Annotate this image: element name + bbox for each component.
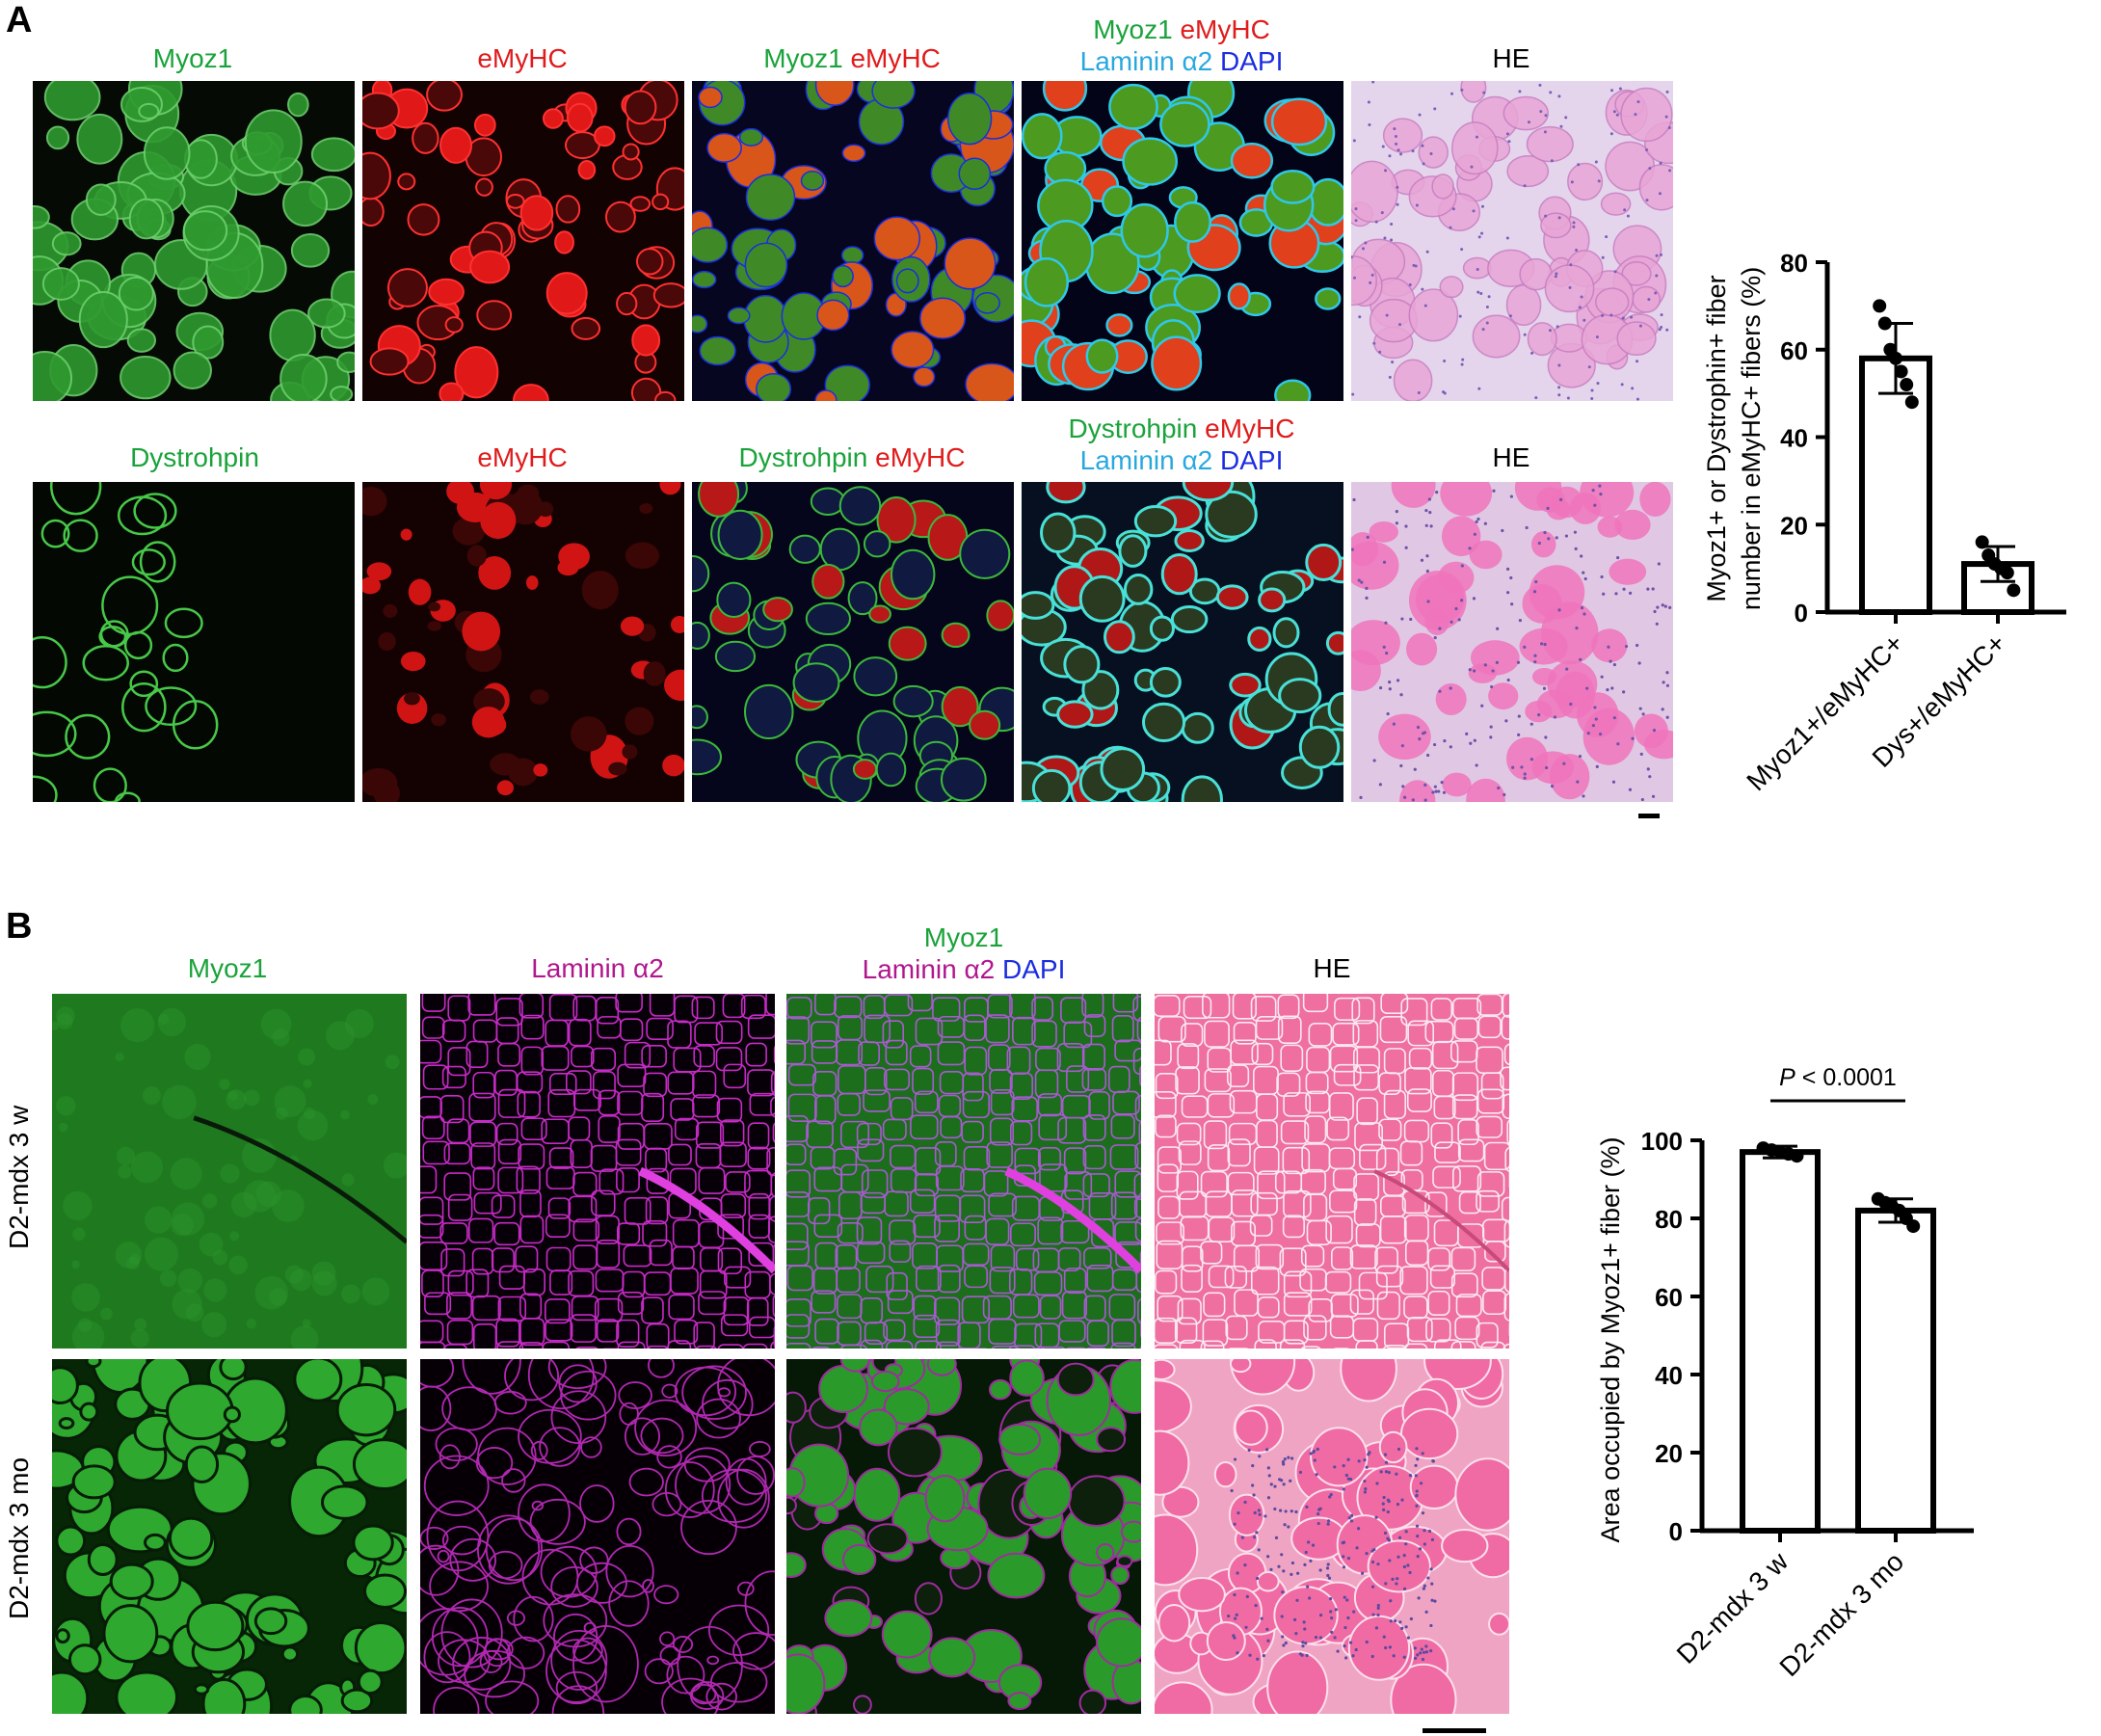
bar — [1855, 1207, 1936, 1534]
data-point — [1900, 378, 1914, 392]
y-tick-label: 60 — [1780, 336, 1808, 365]
scale-bar-a — [1638, 814, 1660, 818]
label-a2-merge-laminin: Dystrohpin eMyHC Laminin α2 DAPI — [1068, 414, 1295, 475]
y-tick-label: 40 — [1780, 424, 1808, 453]
label-a1-merge: Myoz1 eMyHC — [763, 43, 941, 73]
row-label-3mo: D2-mdx 3 mo — [4, 1456, 34, 1619]
label-a2-emyhc: eMyHC — [477, 442, 568, 472]
image-b2-merge — [786, 1359, 1141, 1714]
y-tick-label: 0 — [1795, 599, 1808, 628]
y-tick-label: 40 — [1655, 1361, 1683, 1390]
data-point — [1889, 351, 1902, 365]
label-b-merge: Myoz1 Laminin α2 DAPI — [862, 922, 1066, 984]
image-b1-laminin — [420, 994, 775, 1349]
bar-chart-a: 020406080Myoz1+/eMyHC+Dys+/eMyHC+Myoz1+ … — [1702, 249, 2066, 796]
y-tick-label: 20 — [1655, 1439, 1683, 1468]
p-value-annotation: P < 0.0001 — [1779, 1064, 1897, 1091]
y-tick-label: 80 — [1780, 249, 1808, 278]
y-tick-label: 80 — [1655, 1205, 1683, 1234]
y-tick-label: 0 — [1669, 1517, 1683, 1546]
bar — [1859, 355, 1932, 615]
data-point — [1906, 1219, 1921, 1234]
image-a1-merge-laminin — [1022, 81, 1343, 401]
data-point — [1877, 316, 1892, 331]
image-b2-myoz1 — [52, 1359, 407, 1714]
label-a2-he: HE — [1492, 442, 1530, 472]
label-a1-myoz1: Myoz1 — [152, 43, 233, 73]
image-a2-dystrophin — [33, 482, 355, 802]
data-point — [2007, 583, 2021, 598]
data-point — [1873, 299, 1887, 313]
y-tick-label: 20 — [1780, 511, 1808, 540]
data-point — [1790, 1149, 1804, 1163]
data-point — [1904, 395, 1919, 410]
y-axis-label: Myoz1+ or Dystrophin+ fiber — [1702, 275, 1731, 601]
image-a2-he — [1351, 482, 1673, 802]
bar-chart-b: 0 20 40 60 80 100 D2-mdx 3 wD2-mdx 3 mo Area oc… — [1596, 1064, 1974, 1682]
label-a1-emyhc: eMyHC — [477, 43, 568, 73]
bar — [1740, 1149, 1821, 1535]
scale-bar-b — [1423, 1728, 1486, 1733]
image-a1-emyhc — [362, 81, 684, 401]
y-axis-label: number in eMyHC+ fibers (%) — [1737, 267, 1766, 610]
row-label-3w: D2-mdx 3 w — [4, 1105, 34, 1249]
category-label: D2-mdx 3 w — [1671, 1546, 1795, 1669]
y-tick-label: 60 — [1655, 1283, 1683, 1312]
image-b1-merge — [786, 994, 1141, 1349]
image-a1-he — [1351, 81, 1673, 401]
data-point — [2000, 566, 2014, 580]
category-label: D2-mdx 3 mo — [1773, 1546, 1909, 1682]
y-axis-label: Area occupied by Myoz1+ fiber (%) — [1596, 1137, 1625, 1543]
image-b1-myoz1 — [52, 994, 407, 1349]
label-a1-merge-laminin: Myoz1 eMyHC Laminin α2 DAPI — [1079, 14, 1284, 76]
label-b-myoz1: Myoz1 — [187, 953, 268, 983]
image-a1-merge — [692, 81, 1014, 401]
image-b2-laminin — [420, 1359, 775, 1714]
data-point — [1975, 535, 1989, 549]
panel-letter-a: A — [6, 0, 33, 40]
label-a1-he: HE — [1492, 43, 1530, 73]
image-a2-merge — [692, 482, 1014, 802]
label-b-he: HE — [1313, 953, 1351, 983]
image-b2-he — [1155, 1359, 1509, 1714]
image-a2-emyhc — [362, 482, 684, 802]
label-a2-merge: Dystrohpin eMyHC — [738, 442, 966, 472]
label-b-laminin: Laminin α2 — [531, 953, 664, 983]
label-a2-dystrophin: Dystrohpin — [130, 442, 259, 472]
panel-letter-b: B — [6, 906, 33, 947]
image-b1-he — [1155, 994, 1509, 1349]
category-label: Myoz1+/eMyHC+ — [1741, 628, 1909, 796]
image-a2-merge-laminin — [1022, 482, 1343, 802]
image-a1-myoz1 — [33, 81, 355, 401]
y-tick-label: 100 — [1641, 1127, 1683, 1156]
data-point — [1894, 364, 1908, 379]
